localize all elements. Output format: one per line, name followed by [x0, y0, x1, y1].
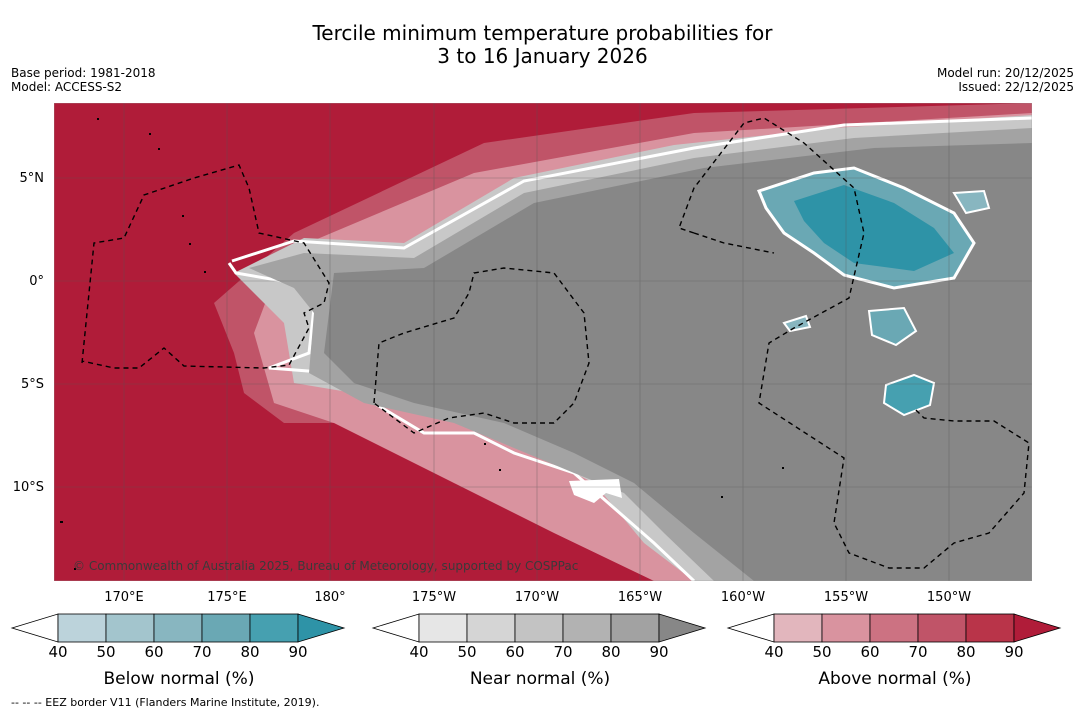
light-patch-south — [569, 479, 622, 503]
colorbar-tick-label: 70 — [908, 643, 928, 661]
colorbar-tick-label: 90 — [288, 643, 308, 661]
lon-label-165w: 165°W — [617, 590, 663, 605]
eez-footnote: -- -- -- EEZ border V11 (Flanders Marine… — [11, 696, 320, 709]
colorbar-segment — [249, 613, 299, 643]
figure-title-line1: Tercile minimum temperature probabilitie… — [312, 21, 773, 45]
below-normal-patch-east — [952, 189, 991, 215]
colorbar-segment — [57, 613, 107, 643]
colorbar-title-below: Below normal (%) — [103, 669, 255, 689]
colorbar-tick-label: 40 — [409, 643, 429, 661]
colorbar-tick-label: 90 — [1004, 643, 1024, 661]
map-panel: © Commonwealth of Australia 2025, Bureau… — [54, 103, 1032, 581]
colorbar-extend-low — [371, 613, 420, 643]
lat-label-10s: 10°S — [12, 480, 44, 495]
colorbar-tick-label: 60 — [860, 643, 880, 661]
lon-label-175w: 175°W — [411, 590, 457, 605]
colorbar-segment — [773, 613, 823, 643]
colorbar-tick-label: 80 — [956, 643, 976, 661]
colorbar-title-above: Above normal (%) — [818, 669, 972, 689]
lon-label-160w: 160°W — [720, 590, 766, 605]
colorbar-segment — [562, 613, 612, 643]
colorbar-tick-label: 50 — [96, 643, 116, 661]
colorbar-segment — [466, 613, 516, 643]
colorbar-tick-label: 90 — [649, 643, 669, 661]
lon-label-175e: 175°E — [207, 590, 247, 605]
colorbar-extend-high — [1013, 613, 1062, 643]
colorbar-extend-high — [658, 613, 707, 643]
lon-label-180: 180° — [314, 590, 346, 605]
colorbar-segment — [105, 613, 155, 643]
lon-label-155w: 155°W — [823, 590, 869, 605]
islands — [60, 118, 784, 570]
colorbar-tick-label: 50 — [457, 643, 477, 661]
colorbar-tick-label: 80 — [240, 643, 260, 661]
colorbar-segment — [418, 613, 468, 643]
colorbar-extend-low — [10, 613, 59, 643]
colorbar-extend-high — [297, 613, 346, 643]
colorbar-segment — [610, 613, 660, 643]
colorbar-tick-label: 50 — [812, 643, 832, 661]
lat-label-5s: 5°S — [20, 377, 44, 392]
colorbar-above-normal — [726, 613, 1062, 643]
colorbar-near-normal — [371, 613, 707, 643]
colorbar-tick-label: 70 — [553, 643, 573, 661]
colorbar-tick-label: 40 — [48, 643, 68, 661]
colorbar-title-near: Near normal (%) — [469, 669, 611, 689]
colorbar-segment — [153, 613, 203, 643]
below-normal-patch-small — [782, 314, 812, 333]
graticule — [54, 103, 1032, 581]
lat-label-5n: 5°N — [19, 171, 45, 186]
base-period: Base period: 1981-2018 — [11, 66, 156, 80]
lon-label-150w: 150°W — [926, 590, 972, 605]
below-normal-patch-center — [867, 306, 918, 347]
colorbar-segment — [821, 613, 871, 643]
below-normal-core-north — [794, 185, 954, 271]
colorbar-segment — [869, 613, 919, 643]
colorbar-tick-label: 80 — [601, 643, 621, 661]
colorbar-tick-label: 60 — [505, 643, 525, 661]
colorbar-segment — [965, 613, 1015, 643]
model-run: Model run: 20/12/2025 — [936, 66, 1074, 80]
colorbar-segment — [201, 613, 251, 643]
issued-date: Issued: 22/12/2025 — [958, 80, 1074, 94]
figure-title-line2: 3 to 16 January 2026 — [437, 44, 648, 68]
colorbar-tick-label: 40 — [764, 643, 784, 661]
colorbars — [10, 613, 1062, 643]
lon-label-170e: 170°E — [104, 590, 144, 605]
lon-label-170w: 170°W — [514, 590, 560, 605]
below-normal-patch-south — [882, 373, 936, 417]
lat-label-eq: 0° — [29, 274, 44, 289]
colorbar-tick-label: 70 — [192, 643, 212, 661]
colorbar-tick-label: 60 — [144, 643, 164, 661]
copyright-text: © Commonwealth of Australia 2025, Bureau… — [73, 559, 578, 573]
model-name: Model: ACCESS-S2 — [11, 80, 123, 94]
eez-borders — [81, 117, 1030, 569]
colorbar-extend-low — [726, 613, 775, 643]
colorbar-segment — [514, 613, 564, 643]
colorbar-below-normal — [10, 613, 346, 643]
colorbar-segment — [917, 613, 967, 643]
